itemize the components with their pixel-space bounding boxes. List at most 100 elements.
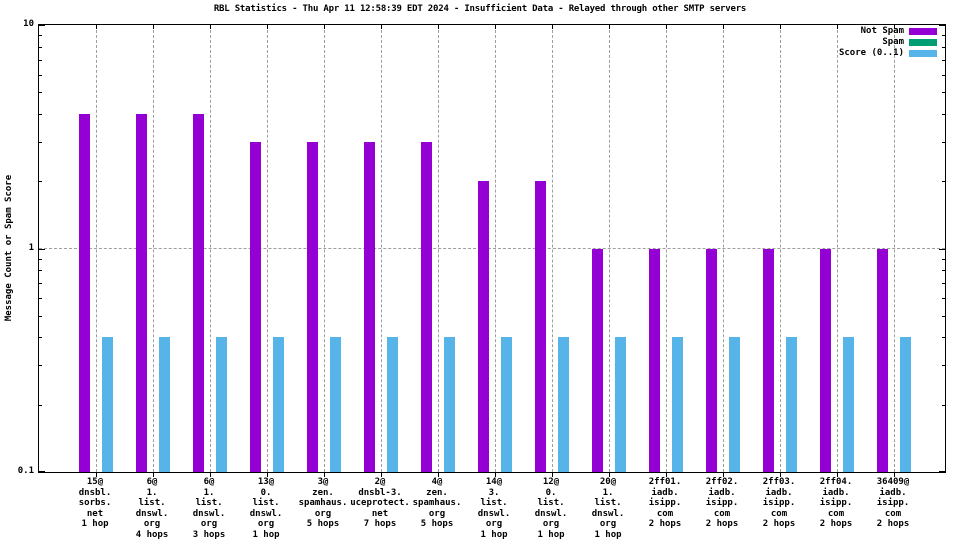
x-tick-bottom xyxy=(780,472,781,477)
bar-score-0-1- xyxy=(216,337,227,472)
y-minor-tick-left xyxy=(39,298,42,300)
y-minor-tick-right xyxy=(942,181,945,183)
y-major-tick-right xyxy=(939,471,945,472)
bar-not-spam xyxy=(79,113,90,472)
y-minor-tick-right xyxy=(942,270,945,272)
y-minor-tick-right xyxy=(942,46,945,48)
x-tick-bottom xyxy=(96,472,97,477)
legend-swatch xyxy=(909,49,937,57)
y-minor-tick-right xyxy=(942,283,945,285)
x-tick-bottom xyxy=(438,472,439,477)
y-minor-tick-left xyxy=(39,74,42,76)
x-tick-bottom xyxy=(324,472,325,477)
bar-not-spam xyxy=(706,248,717,472)
x-tick-top xyxy=(153,25,154,29)
bar-score-0-1- xyxy=(672,337,683,472)
y-minor-tick-right xyxy=(942,141,945,143)
x-category-label: 6@ 1. list. dnswl. org 4 hops xyxy=(135,477,169,540)
plot-area: Not Spam Spam Score (0..1) xyxy=(38,24,946,477)
bar-score-0-1- xyxy=(729,337,740,472)
y-minor-tick-right xyxy=(942,35,945,37)
bar-not-spam xyxy=(820,248,831,472)
bar-not-spam xyxy=(364,141,375,472)
x-category-label: 3@ zen. spamhaus. org 5 hops xyxy=(298,477,348,529)
y-tick-label: 1 xyxy=(28,242,34,253)
y-minor-tick-left xyxy=(39,92,42,94)
bar-not-spam xyxy=(421,141,432,472)
legend-row: Spam xyxy=(839,37,937,47)
y-minor-tick-left xyxy=(39,59,42,61)
y-major-tick-left xyxy=(39,248,45,250)
y-minor-tick-right xyxy=(942,258,945,260)
bar-not-spam xyxy=(250,141,261,472)
chart-title: RBL Statistics - Thu Apr 11 12:58:39 EDT… xyxy=(213,4,747,14)
y-gridline xyxy=(39,248,945,249)
x-tick-top xyxy=(609,25,610,29)
x-tick-top xyxy=(210,25,211,29)
y-minor-tick-right xyxy=(942,337,945,339)
y-minor-tick-right xyxy=(942,315,945,317)
bar-score-0-1- xyxy=(387,337,398,472)
x-tick-top xyxy=(324,25,325,29)
legend-label: Spam xyxy=(882,37,904,47)
y-tick-label: 10 xyxy=(23,19,34,29)
y-minor-tick-left xyxy=(39,283,42,285)
bar-not-spam xyxy=(649,248,660,472)
x-tick-bottom xyxy=(267,472,268,477)
x-tick-bottom xyxy=(495,472,496,477)
x-category-label: 13@ 0. list. dnswl. org 1 hop xyxy=(249,477,283,540)
x-tick-top xyxy=(495,25,496,29)
legend-swatch xyxy=(909,27,937,35)
bar-not-spam xyxy=(535,181,546,472)
x-category-label: 2ff04. iadb. isipp. com 2 hops xyxy=(819,477,853,529)
bar-score-0-1- xyxy=(273,337,284,472)
x-tick-bottom xyxy=(210,472,211,477)
x-category-label: 20@ 1. list. dnswl. org 1 hop xyxy=(591,477,625,540)
y-minor-tick-right xyxy=(942,298,945,300)
y-minor-tick-left xyxy=(39,337,42,339)
y-major-tick-right xyxy=(939,248,945,250)
x-category-label: 14@ 3. list. dnswl. org 1 hop xyxy=(477,477,511,540)
legend-row: Not Spam xyxy=(839,27,937,36)
x-tick-top xyxy=(552,25,553,29)
x-tick-bottom xyxy=(381,472,382,477)
y-minor-tick-right xyxy=(942,404,945,406)
legend-row: Score (0..1) xyxy=(839,49,937,58)
y-minor-tick-left xyxy=(39,113,42,115)
x-category-label: 2ff03. iadb. isipp. com 2 hops xyxy=(762,477,796,529)
y-minor-tick-left xyxy=(39,270,42,272)
bar-not-spam xyxy=(193,113,204,472)
bar-score-0-1- xyxy=(615,337,626,472)
x-category-label: 2ff01. iadb. isipp. com 2 hops xyxy=(648,477,682,529)
x-tick-bottom xyxy=(894,472,895,477)
x-category-label: 6@ 1. list. dnswl. org 3 hops xyxy=(192,477,226,540)
x-tick-bottom xyxy=(609,472,610,477)
x-tick-top xyxy=(96,25,97,29)
x-tick-bottom xyxy=(723,472,724,477)
x-tick-bottom xyxy=(552,472,553,477)
bar-score-0-1- xyxy=(330,337,341,472)
y-minor-tick-left xyxy=(39,141,42,143)
y-minor-tick-left xyxy=(39,404,42,406)
bar-score-0-1- xyxy=(558,337,569,472)
y-major-tick-right xyxy=(939,25,945,26)
y-minor-tick-right xyxy=(942,365,945,367)
bar-score-0-1- xyxy=(843,337,854,472)
bar-score-0-1- xyxy=(900,337,911,472)
x-category-label: 36409@ iadb. isipp. com 2 hops xyxy=(876,477,910,529)
bar-score-0-1- xyxy=(501,337,512,472)
x-category-label: 2ff02. iadb. isipp. com 2 hops xyxy=(705,477,739,529)
bar-not-spam xyxy=(763,248,774,472)
y-minor-tick-left xyxy=(39,181,42,183)
x-tick-top xyxy=(894,25,895,29)
bar-score-0-1- xyxy=(786,337,797,472)
x-category-label: 12@ 0. list. dnswl. org 1 hop xyxy=(534,477,568,540)
x-tick-top xyxy=(381,25,382,29)
bar-score-0-1- xyxy=(159,337,170,472)
x-tick-bottom xyxy=(666,472,667,477)
x-tick-top xyxy=(267,25,268,29)
x-tick-bottom xyxy=(837,472,838,477)
y-minor-tick-right xyxy=(942,59,945,61)
bar-score-0-1- xyxy=(102,337,113,472)
